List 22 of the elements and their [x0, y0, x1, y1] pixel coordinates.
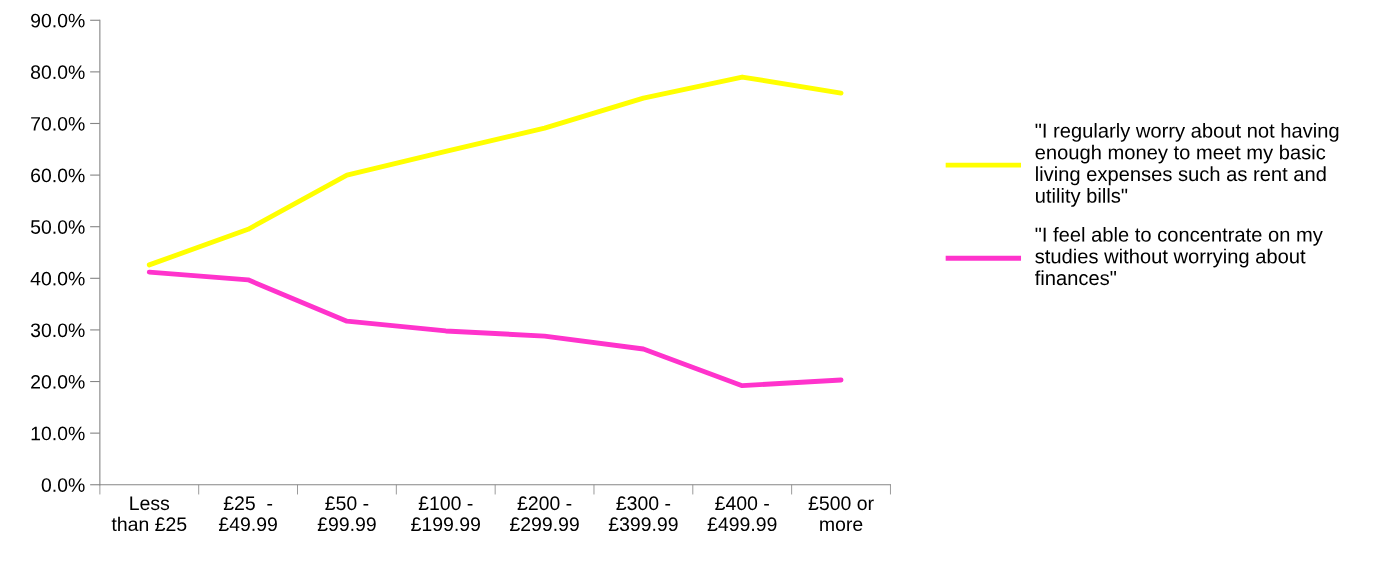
x-tick-label: £500 or more [808, 496, 874, 532]
line-series [146, 74, 844, 268]
x-tick-label: £300 - £399.99 [608, 496, 678, 532]
y-tick-label: 10.0% [31, 426, 85, 441]
x-tick-label: £100 - £199.99 [411, 496, 480, 532]
legend-label: "I feel able to concentrate on my studies without worrying about finances" [1034, 226, 1323, 286]
x-tick-label: £400 - £499.99 [707, 496, 777, 532]
x-tick-label: £50 - £99.99 [317, 496, 376, 532]
x-tick-label: Less than £25 [111, 496, 187, 532]
y-tick-label: 90.0% [31, 13, 85, 28]
y-tick-label: 40.0% [30, 271, 85, 286]
y-tick-label: 30.0% [30, 323, 85, 338]
x-tick-label: £25 - £49.99 [218, 496, 277, 532]
x-tick-label: £200 - £299.99 [509, 496, 579, 532]
y-tick-label: 70.0% [31, 116, 85, 131]
y-tick-label: 20.0% [31, 374, 85, 389]
line-series [146, 269, 844, 389]
y-tick-label: 80.0% [30, 65, 85, 80]
legend-label: "I regularly worry about not having enough money to meet my basic living expenses such as rent and utility bills" [1035, 122, 1339, 207]
y-tick-label: 60.0% [31, 168, 85, 183]
y-tick-label: 50.0% [30, 220, 85, 234]
y-tick-label: 0.0% [41, 478, 85, 492]
